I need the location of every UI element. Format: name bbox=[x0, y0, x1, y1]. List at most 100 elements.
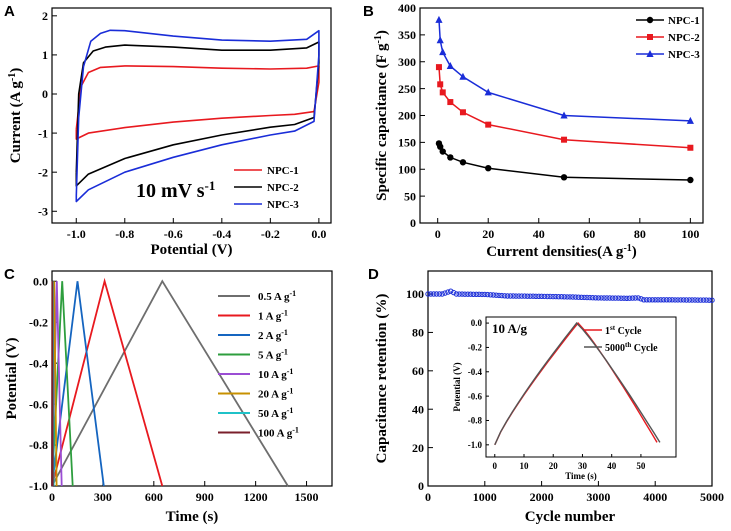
point-npc-3 bbox=[459, 72, 467, 80]
legend-label-2: 2 A g-1 bbox=[258, 328, 288, 343]
retention-marker bbox=[530, 293, 536, 299]
inset-ylabel: Potential (V) bbox=[452, 362, 462, 411]
retention-marker bbox=[587, 294, 593, 301]
retention-marker bbox=[615, 295, 621, 301]
retention-marker bbox=[700, 297, 707, 303]
panel-b-ytick-label: 150 bbox=[398, 136, 416, 150]
panel-a-frame bbox=[51, 7, 332, 224]
retention-marker bbox=[709, 297, 715, 303]
retention-marker bbox=[695, 297, 701, 303]
point-npc-2 bbox=[687, 144, 694, 151]
point-npc-1 bbox=[687, 176, 694, 184]
retention-marker bbox=[567, 294, 573, 300]
legend-label-100: 100 A g-1 bbox=[258, 425, 299, 440]
retention-marker bbox=[553, 293, 559, 300]
panel-b-ytick-label: 400 bbox=[398, 1, 416, 15]
panel-d-xtick-label: 1000 bbox=[473, 490, 497, 504]
retention-marker bbox=[680, 297, 687, 303]
gcd-curve-0.5 bbox=[51, 279, 289, 487]
retention-marker bbox=[465, 291, 471, 297]
panel-a-ytick-label: -1 bbox=[38, 126, 48, 140]
legend-marker-npc-3 bbox=[646, 50, 654, 57]
retention-marker bbox=[575, 294, 582, 300]
inset-ytick-label: -0.6 bbox=[468, 391, 483, 401]
panel-c-gcd: C 0 300 600 900 1200 1500 -1.0 -0.8 -0.6 -0.4 -0.2… bbox=[4, 266, 333, 525]
legend-marker-npc-2 bbox=[647, 34, 653, 40]
panel-b-xtick-label: 40 bbox=[533, 227, 545, 241]
panel-c-ticks: 0 300 600 900 1200 1500 -1.0 -0.8 -0.6 -0.4 -0.2 0.… bbox=[29, 274, 319, 504]
retention-marker bbox=[601, 295, 607, 301]
panel-a-xlabel: Potential (V) bbox=[150, 242, 232, 258]
retention-marker bbox=[445, 289, 451, 295]
panel-c-xtick-label: 1200 bbox=[244, 490, 268, 504]
panel-a-curves bbox=[75, 29, 320, 203]
retention-marker bbox=[573, 294, 579, 300]
retention-marker bbox=[598, 295, 604, 301]
panel-a-letter: A bbox=[4, 3, 15, 20]
panel-a-ytick-label: 0 bbox=[42, 87, 48, 101]
panel-c-legend: 0.5 A g-1 1 A g-1 2 A g-1 5 A g-1 10 A g-1 20… bbox=[218, 289, 299, 440]
point-npc-3 bbox=[435, 15, 443, 23]
inset-xtick-label: 10 bbox=[520, 461, 530, 471]
legend-label-10: 10 A g-1 bbox=[258, 367, 293, 382]
inset-curves bbox=[494, 322, 661, 446]
panel-d-letter: D bbox=[368, 266, 379, 283]
retention-marker bbox=[527, 293, 533, 299]
panel-a-xtick-label: -0.2 bbox=[261, 227, 280, 241]
panel-a-xtick-label: -0.4 bbox=[212, 227, 231, 241]
panel-c-ytick-label: 0.0 bbox=[33, 274, 48, 288]
panel-a-xtick-label: -1.0 bbox=[67, 227, 86, 241]
inset-xtick-label: 20 bbox=[549, 461, 559, 471]
retention-marker bbox=[428, 291, 434, 297]
inset-ytick-label: -0.2 bbox=[468, 343, 483, 353]
retention-marker bbox=[425, 291, 431, 297]
point-npc-2 bbox=[437, 81, 444, 88]
panel-a-xtick-label: -0.8 bbox=[115, 227, 134, 241]
panel-a-legend: NPC-1 NPC-2 NPC-3 bbox=[234, 165, 299, 211]
retention-marker bbox=[626, 295, 633, 301]
panel-b-ytick-label: 300 bbox=[398, 55, 416, 69]
retention-marker bbox=[538, 293, 545, 299]
panel-d-retention-markers bbox=[425, 288, 715, 303]
panel-c-letter: C bbox=[4, 266, 15, 283]
retention-marker bbox=[482, 291, 488, 298]
retention-marker bbox=[635, 295, 641, 301]
point-npc-1 bbox=[439, 148, 446, 155]
retention-marker bbox=[499, 292, 505, 299]
retention-marker bbox=[666, 297, 673, 303]
point-npc-3 bbox=[439, 48, 447, 56]
panel-a-cv-curves: A -1.0 -0.8 -0.6 -0.4 -0.2 0.0 -3 -2 -1 0 1 2 NPC-1… bbox=[4, 3, 332, 258]
point-npc-1 bbox=[437, 143, 444, 150]
retention-marker bbox=[703, 297, 709, 303]
retention-marker bbox=[649, 297, 656, 303]
panel-d-ytick-label: 80 bbox=[412, 326, 424, 340]
retention-marker bbox=[436, 291, 443, 297]
retention-marker bbox=[521, 293, 528, 299]
panel-d-xtick-label: 0 bbox=[425, 490, 431, 504]
retention-marker bbox=[516, 293, 522, 299]
retention-marker bbox=[476, 291, 482, 297]
panel-b-ytick-label: 200 bbox=[398, 109, 416, 123]
retention-marker bbox=[555, 294, 562, 300]
inset-ytick-label: 0.0 bbox=[471, 318, 483, 328]
panel-b-ytick-label: 100 bbox=[398, 162, 416, 176]
panel-a-ytick-label: 2 bbox=[42, 9, 48, 23]
retention-marker bbox=[663, 297, 670, 303]
point-npc-1 bbox=[485, 164, 492, 172]
legend-label-20: 20 A g-1 bbox=[258, 386, 293, 401]
panel-d-ytick-label: 40 bbox=[412, 402, 424, 416]
panel-b-xtick-label: 80 bbox=[634, 227, 646, 241]
legend-label-npc-2: NPC-2 bbox=[267, 182, 299, 194]
retention-marker bbox=[513, 293, 519, 299]
retention-marker bbox=[632, 295, 638, 301]
retention-marker bbox=[692, 297, 698, 303]
retention-marker bbox=[493, 292, 499, 298]
retention-marker bbox=[672, 297, 678, 303]
retention-marker bbox=[442, 290, 448, 296]
panel-b-xtick-label: 60 bbox=[583, 227, 595, 241]
retention-marker bbox=[595, 295, 602, 301]
panel-a-xtick-label: 0.0 bbox=[311, 227, 326, 241]
retention-marker bbox=[612, 295, 619, 301]
point-npc-3 bbox=[484, 88, 492, 96]
